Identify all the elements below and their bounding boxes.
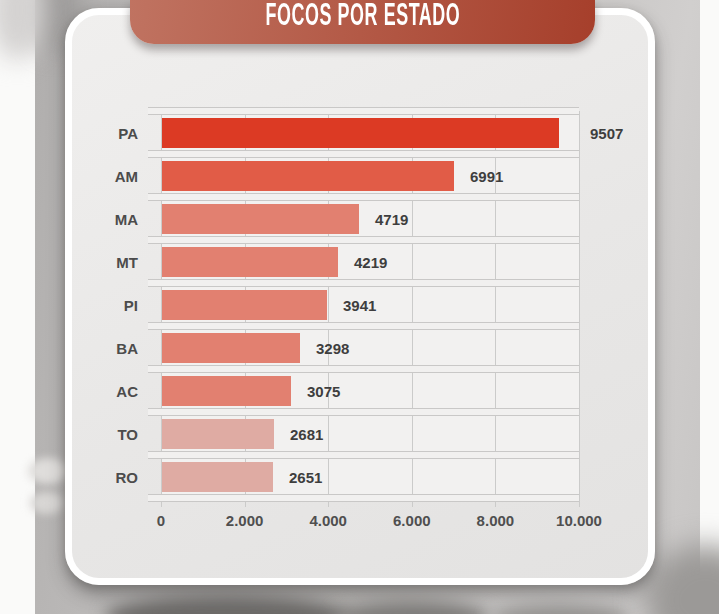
- vertical-gridline: [579, 111, 580, 498]
- bar-ba: [162, 333, 300, 363]
- bar-to: [162, 419, 274, 449]
- category-label: AC: [80, 382, 138, 399]
- category-label: AM: [80, 167, 138, 184]
- value-label: 4219: [354, 253, 387, 270]
- bar-pi: [162, 290, 327, 320]
- category-label: PA: [80, 124, 138, 141]
- bar-am: [162, 161, 454, 191]
- bar-ac: [162, 376, 291, 406]
- x-axis-tick: [579, 498, 580, 507]
- title-banner: FOCOS POR ESTADO: [130, 0, 595, 44]
- chart-title: FOCOS POR ESTADO: [265, 0, 460, 32]
- x-axis-label: 0: [157, 512, 165, 529]
- bar-pa: [162, 118, 559, 148]
- category-label: TO: [80, 425, 138, 442]
- x-axis-label: 6.000: [393, 512, 431, 529]
- value-label: 4719: [375, 210, 408, 227]
- bar-mt: [162, 247, 338, 277]
- category-label: MA: [80, 210, 138, 227]
- value-label: 3941: [343, 296, 376, 313]
- value-label: 3075: [307, 382, 340, 399]
- value-label: 6991: [470, 167, 503, 184]
- row-separator: [148, 451, 579, 459]
- category-label: MT: [80, 253, 138, 270]
- value-label: 9507: [590, 124, 623, 141]
- row-separator: [148, 322, 579, 330]
- bar-ma: [162, 204, 359, 234]
- row-separator: [148, 193, 579, 201]
- category-label: PI: [80, 296, 138, 313]
- value-label: 2681: [290, 425, 323, 442]
- row-separator: [148, 107, 579, 115]
- value-label: 2651: [289, 468, 322, 485]
- bar-ro: [162, 462, 273, 492]
- row-separator: [148, 494, 579, 502]
- value-label: 3298: [316, 339, 349, 356]
- row-separator: [148, 365, 579, 373]
- x-axis-label: 4.000: [309, 512, 347, 529]
- row-separator: [148, 150, 579, 158]
- x-axis-label: 10.000: [556, 512, 602, 529]
- row-separator: [148, 408, 579, 416]
- x-axis-label: 2.000: [226, 512, 264, 529]
- row-separator: [148, 236, 579, 244]
- category-label: BA: [80, 339, 138, 356]
- x-axis-label: 8.000: [477, 512, 515, 529]
- row-separator: [148, 279, 579, 287]
- bar-chart: PA 9507 AM 6991 MA 4719 MT 4219 PI 3941 BA 3298 AC 30…: [0, 0, 719, 614]
- category-label: RO: [80, 468, 138, 485]
